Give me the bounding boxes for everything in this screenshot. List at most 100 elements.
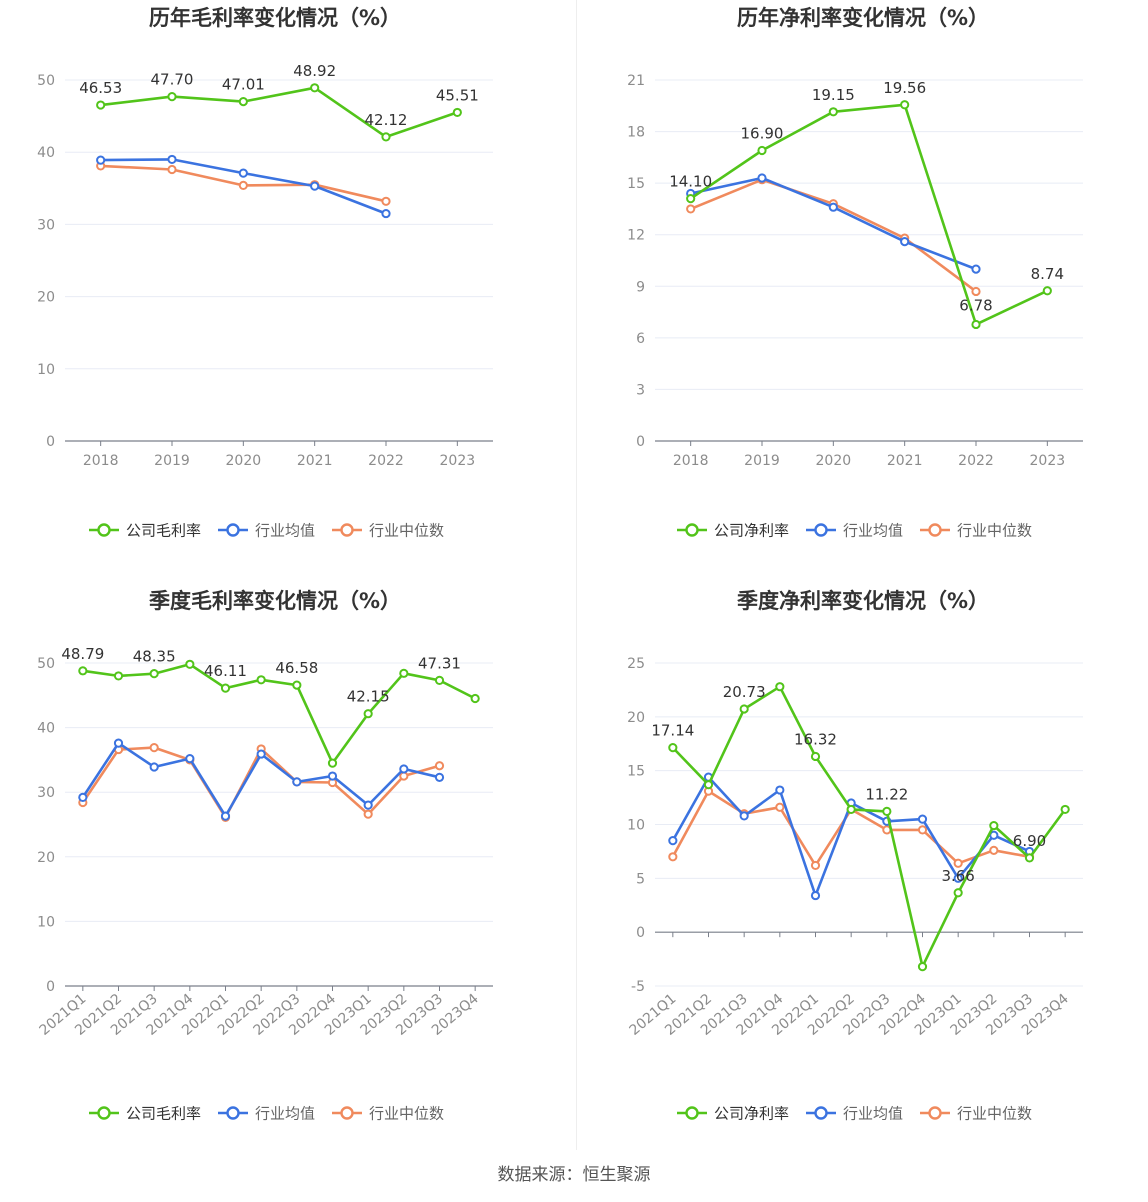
legend-marker — [226, 1106, 240, 1120]
data-point — [185, 659, 195, 669]
data-point — [900, 100, 910, 110]
legend-marker — [928, 1106, 942, 1120]
y-tick-label: 0 — [46, 979, 55, 995]
data-label: 47.70 — [151, 71, 194, 89]
data-label: 48.79 — [61, 645, 104, 663]
data-point — [113, 738, 124, 748]
legend-label: 行业均值 — [255, 1105, 315, 1123]
data-point — [810, 751, 821, 762]
data-point — [327, 771, 338, 781]
legend-item: 行业中位数 — [332, 522, 444, 540]
data-point — [452, 107, 462, 118]
data-point — [310, 83, 320, 93]
data-point — [149, 669, 159, 679]
y-tick-label: 3 — [636, 382, 645, 398]
data-point — [310, 181, 320, 191]
y-tick-label: 40 — [37, 721, 55, 737]
data-label: 6.78 — [959, 296, 992, 314]
legend-label: 公司毛利率 — [126, 522, 201, 540]
data-point — [953, 858, 963, 868]
data-point — [78, 792, 88, 802]
data-label: 47.31 — [418, 654, 461, 672]
series-line-1 — [689, 103, 1048, 326]
legend-label: 行业中位数 — [369, 1105, 444, 1123]
chart-title: 历年净利率变化情况（%） — [737, 6, 989, 30]
data-point — [1024, 853, 1035, 863]
y-tick-label: 12 — [627, 228, 645, 244]
data-label: 16.90 — [741, 124, 784, 142]
x-tick-label: 2022 — [368, 453, 404, 469]
y-tick-label: 40 — [37, 145, 55, 161]
data-label: 19.15 — [812, 86, 855, 104]
legend-marker — [340, 523, 354, 537]
data-point — [882, 806, 892, 816]
y-tick-label: 20 — [37, 850, 55, 866]
data-label: 45.51 — [436, 86, 479, 104]
data-point — [846, 804, 856, 815]
x-tick-label: 2018 — [673, 453, 709, 469]
chart-title: 历年毛利率变化情况（%） — [149, 6, 401, 30]
data-point — [167, 164, 177, 175]
data-point — [828, 107, 838, 117]
legend-label: 行业中位数 — [957, 522, 1032, 540]
data-point — [917, 825, 928, 835]
legend-marker — [97, 523, 111, 537]
data-point — [185, 754, 195, 764]
legend-marker — [814, 523, 828, 537]
data-point — [220, 811, 231, 821]
data-point — [434, 772, 445, 782]
data-point — [953, 873, 963, 883]
legend-item: 行业均值 — [806, 1105, 903, 1123]
legend-label: 公司净利率 — [714, 1105, 789, 1123]
data-label: 46.53 — [79, 79, 122, 97]
data-point — [989, 820, 999, 831]
data-point — [739, 811, 749, 821]
x-tick-label: 2021 — [887, 453, 923, 469]
legend-item: 公司净利率 — [677, 522, 789, 540]
y-tick-label: 0 — [636, 434, 645, 450]
legend-marker — [340, 1106, 354, 1120]
legend-item: 公司净利率 — [677, 1105, 789, 1123]
data-point — [828, 202, 838, 212]
data-point — [78, 666, 88, 676]
legend-item: 公司毛利率 — [89, 1105, 201, 1123]
y-tick-label: 20 — [627, 710, 645, 726]
data-point — [810, 890, 821, 901]
data-label: 16.32 — [794, 730, 837, 748]
y-tick-label: 10 — [37, 362, 55, 378]
data-label: 14.10 — [669, 173, 712, 191]
data-point — [292, 680, 302, 690]
chart-panel-3: 季度毛利率变化情况（%）010203040502021Q12021Q22021Q… — [37, 589, 493, 1123]
data-point — [220, 683, 231, 693]
legend-item: 行业中位数 — [920, 1105, 1032, 1123]
data-point — [167, 92, 177, 102]
y-tick-label: 15 — [627, 176, 645, 192]
data-point — [900, 236, 910, 247]
data-point — [399, 668, 409, 678]
x-tick-label: 2023 — [440, 453, 476, 469]
legend-marker — [226, 523, 240, 537]
data-point — [686, 204, 696, 214]
data-point — [739, 704, 749, 714]
legend-item: 行业中位数 — [332, 1105, 444, 1123]
legend-marker — [814, 1106, 828, 1120]
data-point — [703, 780, 714, 790]
data-point — [1060, 804, 1070, 815]
data-point — [775, 785, 785, 795]
data-point — [167, 154, 177, 165]
x-tick-label: 2019 — [744, 453, 780, 469]
legend-item: 行业均值 — [218, 522, 315, 540]
data-label: 42.15 — [347, 688, 390, 706]
data-point — [96, 155, 106, 165]
data-label: 48.92 — [293, 62, 336, 80]
series-line-2 — [671, 775, 1031, 897]
series-line-1 — [82, 663, 476, 765]
data-point — [399, 764, 409, 774]
data-point — [96, 100, 106, 110]
data-point — [238, 96, 248, 107]
data-point — [989, 845, 999, 855]
y-tick-label: 15 — [627, 764, 645, 780]
y-tick-label: 25 — [627, 656, 645, 672]
data-point — [113, 671, 124, 681]
legend-item: 行业均值 — [218, 1105, 315, 1123]
